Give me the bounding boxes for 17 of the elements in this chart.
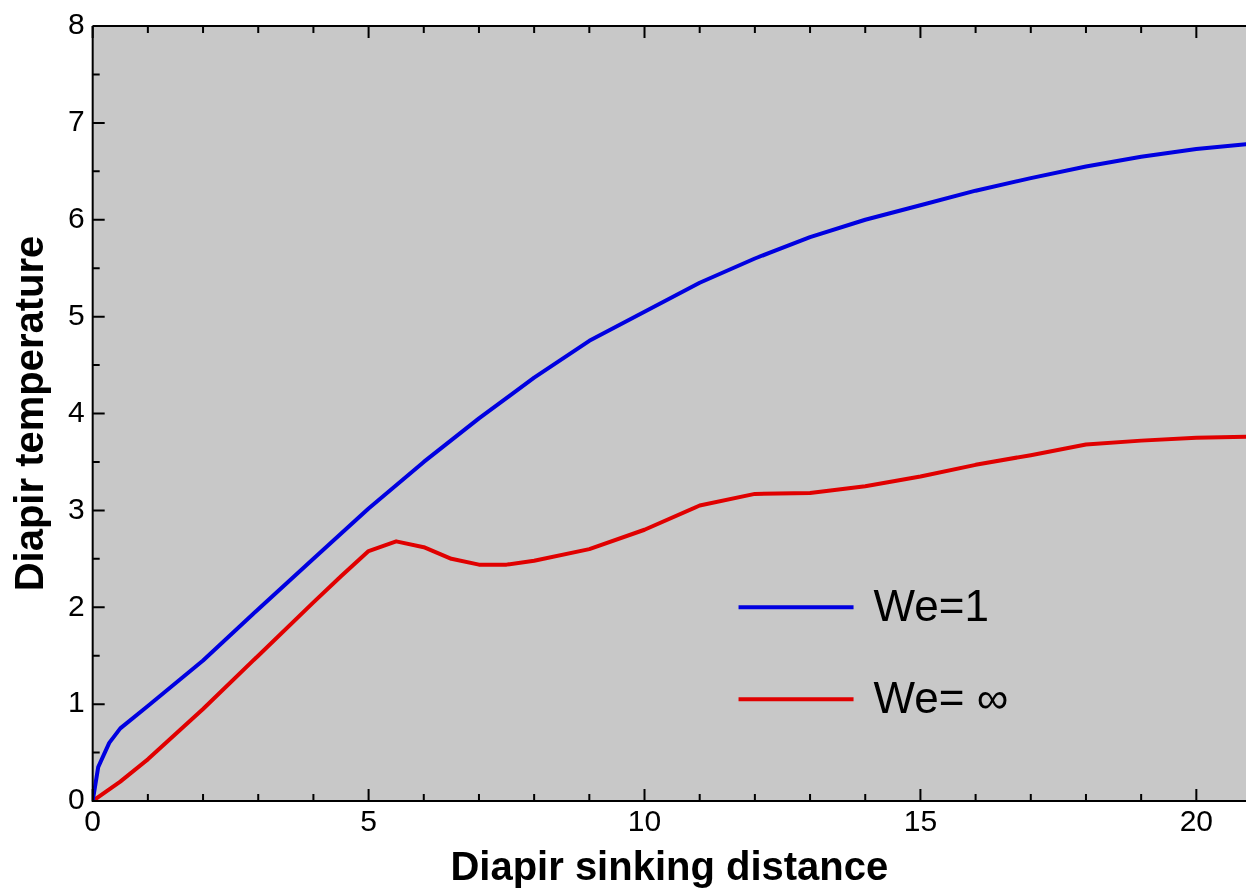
y-tick-label: 4: [68, 394, 85, 428]
legend-label: We=1: [873, 581, 989, 631]
y-tick-label: 6: [68, 201, 85, 235]
y-tick-label: 2: [68, 588, 85, 622]
x-tick-label: 5: [360, 804, 377, 838]
legend-label: We= ∞: [873, 673, 1009, 723]
y-tick-label: 0: [68, 782, 85, 816]
y-tick-label: 5: [68, 297, 85, 331]
y-axis-title: Diapir temperature: [7, 235, 52, 592]
x-tick-label: 20: [1179, 804, 1214, 838]
y-tick-label: 7: [68, 104, 85, 138]
y-tick-label: 8: [68, 7, 85, 41]
x-axis-title: Diapir sinking distance: [450, 844, 889, 889]
y-tick-label: 1: [68, 685, 85, 719]
x-tick-label: 15: [903, 804, 938, 838]
y-tick-label: 3: [68, 491, 85, 525]
x-tick-label: 10: [627, 804, 662, 838]
